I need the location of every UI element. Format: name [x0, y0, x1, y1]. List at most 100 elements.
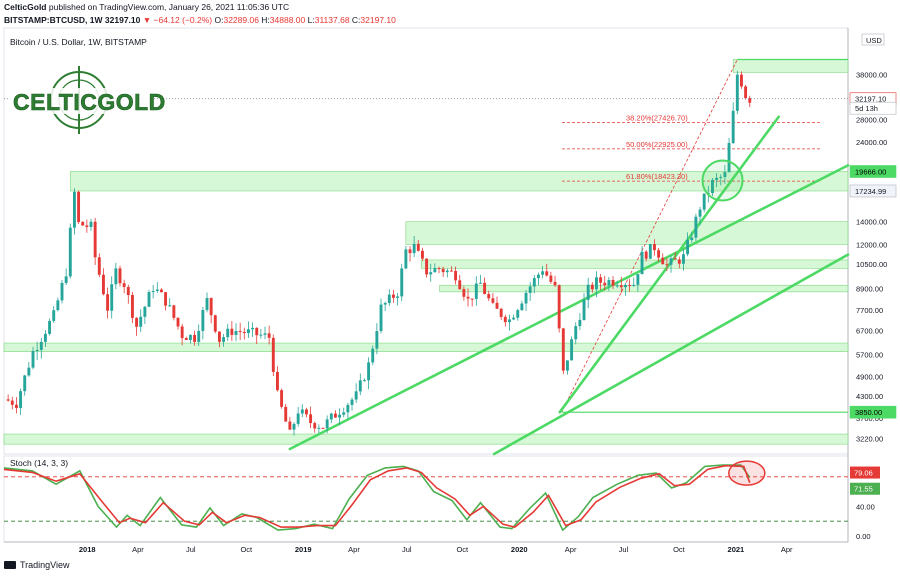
candle-down [321, 427, 325, 429]
candle-up [367, 362, 371, 381]
candle-down [313, 423, 317, 429]
tradingview-brand[interactable]: TradingView [4, 560, 70, 570]
candle-down [85, 225, 89, 227]
candle-down [458, 280, 462, 290]
stoch-tick-label: 40.00 [856, 502, 875, 511]
candle-down [213, 315, 217, 332]
close-label: C: [351, 15, 361, 25]
candle-up [197, 330, 201, 342]
candle-down [466, 296, 470, 299]
candle-down [271, 337, 275, 372]
candle-up [648, 244, 652, 259]
highlight-circle [701, 159, 744, 202]
candle-up [433, 268, 437, 273]
candle-down [6, 399, 10, 401]
time-tick-label: Oct [673, 545, 686, 554]
candle-down [644, 251, 648, 259]
candle-down [333, 413, 337, 418]
candle-down [391, 294, 395, 298]
candle-down [549, 275, 553, 282]
candle-up [259, 334, 263, 336]
trendline [558, 115, 781, 414]
publish-line: CelticGold published on TradingView.com,… [4, 1, 289, 13]
candle-down [673, 258, 677, 260]
candle-up [234, 330, 238, 335]
candle-up [23, 375, 27, 392]
candle-up [139, 316, 143, 327]
candle-up [586, 284, 590, 300]
candle-down [470, 298, 474, 300]
stoch-value-text: 79.06 [854, 469, 873, 478]
candle-up [342, 412, 346, 415]
stochastic-oscillator: 40.00 0.00 79.06 71.55 [3, 460, 880, 541]
candle-up [43, 333, 47, 342]
candle-down [135, 317, 139, 327]
candle-up [690, 237, 694, 241]
candle-up [528, 286, 532, 293]
trendline [492, 253, 850, 456]
candle-up [508, 319, 511, 323]
price-tick-label: 14000.00 [856, 218, 887, 227]
celticgold-logo: CELTICGOLD [10, 66, 166, 134]
candle-up [682, 254, 685, 264]
candle-down [603, 282, 607, 286]
candle-down [267, 333, 271, 338]
candle-up [205, 298, 209, 310]
logo-backdrop [10, 88, 150, 114]
publisher-name[interactable]: CelticGold [4, 2, 47, 12]
stoch-pane[interactable] [3, 455, 849, 543]
time-tick-label: Jul [186, 545, 196, 554]
support-resistance-zones [3, 59, 849, 445]
fib-level-label: 50.00%(22925.00) [626, 140, 688, 149]
candle-up [168, 305, 172, 307]
candle-up [350, 399, 354, 405]
price-axis[interactable]: 38000.00 28000.00 24000.00 14000.00 12000.00… [849, 33, 897, 444]
time-tick-label: Oct [240, 545, 253, 554]
candle-down [462, 289, 466, 297]
logo-text: CELTICGOLD [13, 89, 166, 115]
candle-down [280, 390, 284, 407]
stoch-tick-label: 0.00 [856, 532, 871, 541]
time-axis[interactable]: 2018 Apr Jul Oct 2019 Apr Jul Oct 2020 Apr Jul Oct 2… [79, 545, 793, 554]
candle-down [93, 221, 97, 258]
candle-down [677, 259, 681, 264]
candle-up [143, 306, 147, 317]
support-zone [3, 342, 849, 353]
low-label: L: [307, 15, 315, 25]
candle-up [607, 280, 611, 286]
candle-down [275, 371, 279, 391]
currency-tag[interactable] [861, 33, 885, 46]
candle-down [441, 268, 445, 273]
candle-down [744, 86, 748, 99]
open-value: 32289.06 [223, 15, 259, 25]
candle-down [193, 334, 197, 342]
candle-down [740, 74, 743, 87]
candle-up [222, 337, 226, 342]
stoch-value-box [850, 482, 880, 495]
trendlines [288, 115, 850, 456]
price-label-box [849, 184, 897, 198]
tradingview-label: TradingView [20, 560, 70, 570]
candle-up [147, 292, 151, 307]
candle-up [711, 179, 714, 194]
high-label: H: [261, 15, 270, 25]
candle-down [483, 282, 487, 295]
candle-down [499, 308, 503, 317]
candle-up [479, 282, 482, 284]
candle-up [19, 391, 23, 408]
candle-up [512, 317, 516, 320]
time-tick-label: 2018 [79, 545, 96, 554]
candle-down [661, 257, 665, 265]
price-label-box [849, 101, 897, 115]
candle-up [524, 292, 528, 304]
candle-down [628, 285, 632, 287]
candle-up [686, 240, 690, 255]
price-tick-label: 6700.00 [856, 326, 883, 335]
fib-level-label: 38.20%(27426.70) [626, 113, 688, 122]
candle-up [362, 380, 366, 382]
support-zone [732, 59, 849, 73]
low-value: 31137.68 [314, 15, 350, 25]
candle-down [217, 331, 221, 342]
candle-down [557, 285, 561, 329]
